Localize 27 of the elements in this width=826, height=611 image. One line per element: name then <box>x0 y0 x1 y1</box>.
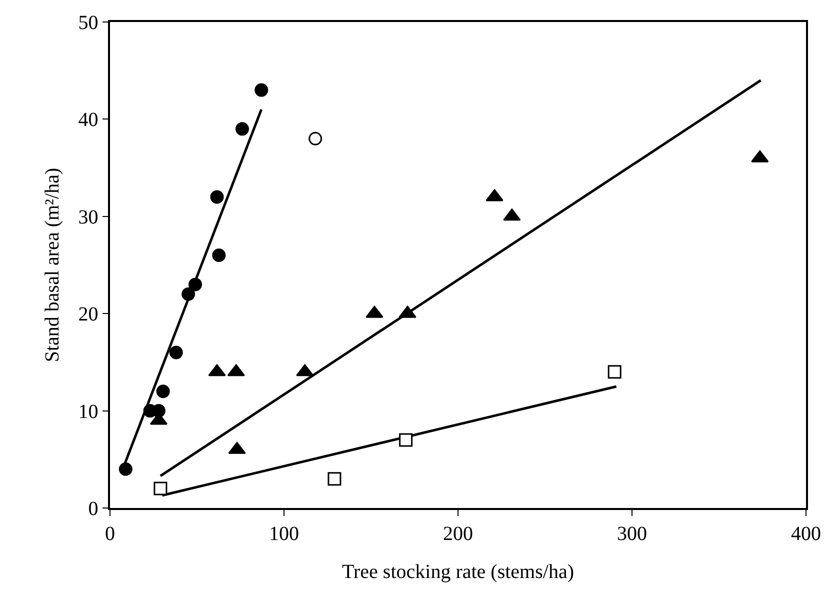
y-tick-label: 30 <box>78 206 98 228</box>
point <box>254 83 268 97</box>
x-axis-title: Tree stocking rate (stems/ha) <box>342 560 574 583</box>
point <box>156 384 170 398</box>
point <box>188 278 202 292</box>
point <box>328 472 342 486</box>
y-axis-title: Stand basal area (m²/ha) <box>41 168 64 362</box>
x-tick-label: 300 <box>617 522 647 545</box>
point <box>169 346 183 360</box>
x-tick-label: 0 <box>105 522 115 545</box>
y-tick-label: 50 <box>78 12 98 34</box>
y-tick-label: 0 <box>88 498 98 520</box>
point <box>308 132 322 146</box>
y-tick-label: 40 <box>78 109 98 132</box>
x-tick-label: 400 <box>791 522 821 545</box>
y-tick-label: 20 <box>78 304 98 326</box>
y-tick-label: 10 <box>78 400 98 423</box>
point <box>212 248 226 262</box>
point <box>399 433 413 447</box>
point <box>235 122 249 136</box>
point <box>210 190 224 204</box>
point <box>118 462 132 476</box>
x-tick-label: 100 <box>269 522 299 545</box>
point <box>182 287 196 301</box>
point <box>608 365 622 379</box>
point <box>154 482 168 496</box>
x-tick-label: 200 <box>443 522 473 545</box>
